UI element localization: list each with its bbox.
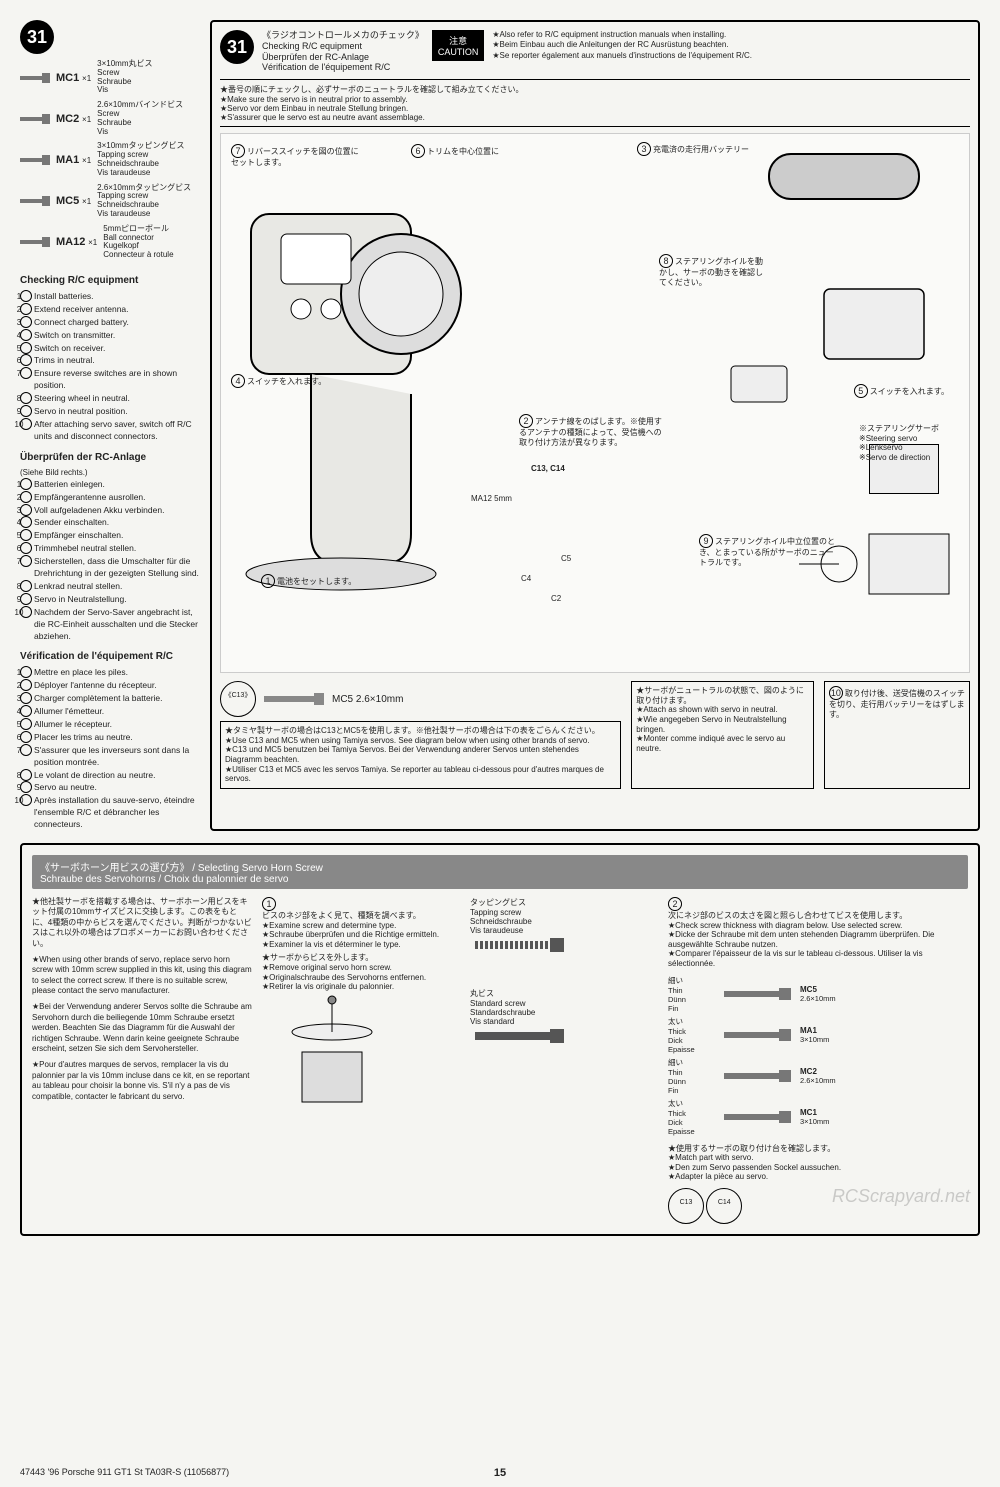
- title-de: Überprüfen der RC-Anlage: [262, 52, 424, 63]
- tapping-screw-icon: [470, 935, 570, 955]
- title-en: Checking R/C equipment: [262, 41, 424, 52]
- caution-notes: ★Also refer to R/C equipment instruction…: [492, 30, 752, 61]
- esc-drawing: [819, 284, 929, 364]
- bottom-center: 1 ビスのネジ部をよく見て、種類を調べます。★Examine screw and…: [262, 897, 658, 1224]
- screw-option: 太い Thick Dick Epaisse MC13×10mm: [668, 1098, 968, 1136]
- callout-8: 8ステアリングホイルを動かし、サーボの動きを確認してください。: [659, 254, 769, 287]
- label-c2: C2: [551, 594, 561, 604]
- prep-en: ★Make sure the servo is in neutral prior…: [220, 95, 970, 104]
- c13-note: ★タミヤ製サーボの場合はC13とMC5を使用します。※他社製サーボの場合は下の表…: [220, 721, 621, 789]
- callout-4: 4スイッチを入れます。: [231, 374, 326, 388]
- part-row: MA1 ×1 3×10mmタッピングビスTapping screwSchneid…: [20, 142, 200, 177]
- part-row: MA12 ×1 5mmピローボールBall connectorKugelkopf…: [20, 225, 200, 260]
- caution-jp: 注意: [438, 34, 479, 47]
- caution-en: CAUTION: [438, 47, 479, 57]
- title-row: 31 《ラジオコントロールメカのチェック》 Checking R/C equip…: [220, 30, 970, 73]
- screw-option: 細い Thin Dünn Fin MC52.6×10mm: [668, 975, 968, 1013]
- bottom-left-text: ★他社製サーボを搭載する場合は、サーボホーン用ビスをキット付属の10mmサイズビ…: [32, 897, 252, 1224]
- label-c4: C4: [521, 574, 531, 584]
- main-panel: 31 《ラジオコントロールメカのチェック》 Checking R/C equip…: [210, 20, 980, 831]
- screw-option: 細い Thin Dünn Fin MC22.6×10mm: [668, 1057, 968, 1095]
- callout-1: 1電池をセットします。: [261, 574, 356, 588]
- step-badge-small: 31: [20, 20, 54, 54]
- screw-option: 太い Thick Dick Epaisse MA13×10mm: [668, 1016, 968, 1054]
- screw-icon: [20, 155, 50, 165]
- screw-icon: [20, 237, 50, 247]
- title-jp: 《ラジオコントロールメカのチェック》: [262, 30, 424, 41]
- lower-notes: 《C13》 MC5 2.6×10mm ★タミヤ製サーボの場合はC13とMC5を使…: [220, 681, 970, 789]
- parts-column: 31 MC1 ×1 3×10mm丸ビスScrewSchraubeVis MC2 …: [20, 20, 200, 831]
- watermark: RCScrapyard.net: [832, 1186, 970, 1207]
- prep-de: ★Servo vor dem Einbau in neutrale Stellu…: [220, 104, 970, 113]
- prep-fr: ★S'assurer que le servo est au neutre av…: [220, 113, 970, 122]
- part-row: MC2 ×1 2.6×10mmバインドビスScrewSchraubeVis: [20, 101, 200, 136]
- battery-drawing: [759, 144, 939, 214]
- checklists: Checking R/C equipment1Install batteries…: [20, 274, 200, 831]
- standard-screw-icon: [470, 1026, 570, 1046]
- transmitter-drawing: [231, 194, 471, 594]
- diagram-area: 7リバーススイッチを図の位置にセットします。 6トリムを中心位置に 3充電済の走…: [220, 133, 970, 673]
- top-row: 31 MC1 ×1 3×10mm丸ビスScrewSchraubeVis MC2 …: [20, 20, 980, 831]
- title-fr: Vérification de l'équipement R/C: [262, 62, 424, 73]
- prep-bullets: ★番号の順にチェックし、必ずサーボのニュートラルを確認して組み立てください。 ★…: [220, 79, 970, 127]
- screw-icon: [20, 73, 50, 83]
- servo-label: ※ステアリングサーボ ※Steering servo ※Lenkservo ※S…: [859, 424, 939, 462]
- screw-icon: [20, 196, 50, 206]
- callout-10: 10取り付け後、送受信機のスイッチを切り、走行用バッテリーをはずします。: [824, 681, 970, 789]
- c14-match-circle: C14: [706, 1188, 742, 1224]
- footer: 47443 '96 Porsche 911 GT1 St TA03R-S (11…: [0, 1467, 1000, 1479]
- screw-icon: [20, 114, 50, 124]
- step-badge-main: 31: [220, 30, 254, 64]
- receiver-drawing: [729, 364, 789, 404]
- callout-7: 7リバーススイッチを図の位置にセットします。: [231, 144, 361, 168]
- caution-badge: 注意 CAUTION: [432, 30, 485, 61]
- c13-match-circle: C13: [668, 1188, 704, 1224]
- bottom-panel: 《サーボホーン用ビスの選び方》 / Selecting Servo Horn S…: [20, 843, 980, 1236]
- footer-product: 47443 '96 Porsche 911 GT1 St TA03R-S (11…: [20, 1467, 229, 1477]
- callout-3: 3充電済の走行用バッテリー: [637, 142, 749, 156]
- label-mc5: MC5 2.6×10mm: [332, 694, 403, 705]
- label-c13c14: C13, C14: [531, 464, 565, 474]
- bottom-right: 2 次にネジ部のビスの太さを図と照らし合わせてビスを使用します。★Check s…: [668, 897, 968, 1224]
- bottom-banner: 《サーボホーン用ビスの選び方》 / Selecting Servo Horn S…: [32, 855, 968, 889]
- prep-jp: ★番号の順にチェックし、必ずサーボのニュートラルを確認して組み立てください。: [220, 84, 970, 95]
- part-row: MC1 ×1 3×10mm丸ビスScrewSchraubeVis: [20, 60, 200, 95]
- servo-neutral-note: ★サーボがニュートラルの状態で、図のように取り付けます。★Attach as s…: [631, 681, 814, 789]
- step-title: 《ラジオコントロールメカのチェック》 Checking R/C equipmen…: [262, 30, 424, 73]
- page-number: 15: [494, 1467, 506, 1479]
- label-c5: C5: [561, 554, 571, 564]
- callout-6: 6トリムを中心位置に: [411, 144, 499, 158]
- callout-antenna: 2アンテナ線をのばします。※使用するアンテナの種類によって、受信機への取り付け方…: [519, 414, 669, 447]
- mc5-screw-icon: [264, 692, 324, 706]
- callout-5: 5スイッチを入れます。: [854, 384, 949, 398]
- servo-illustration: [262, 992, 402, 1112]
- label-ma12: MA12 5mm: [471, 494, 512, 504]
- part-row: MC5 ×1 2.6×10mmタッピングビスTapping screwSchne…: [20, 184, 200, 219]
- c13-circle: 《C13》: [220, 681, 256, 717]
- callout-9: 9ステアリングホイル中立位置のとき、とまっている所がサーボのニュートラルです。: [699, 534, 839, 567]
